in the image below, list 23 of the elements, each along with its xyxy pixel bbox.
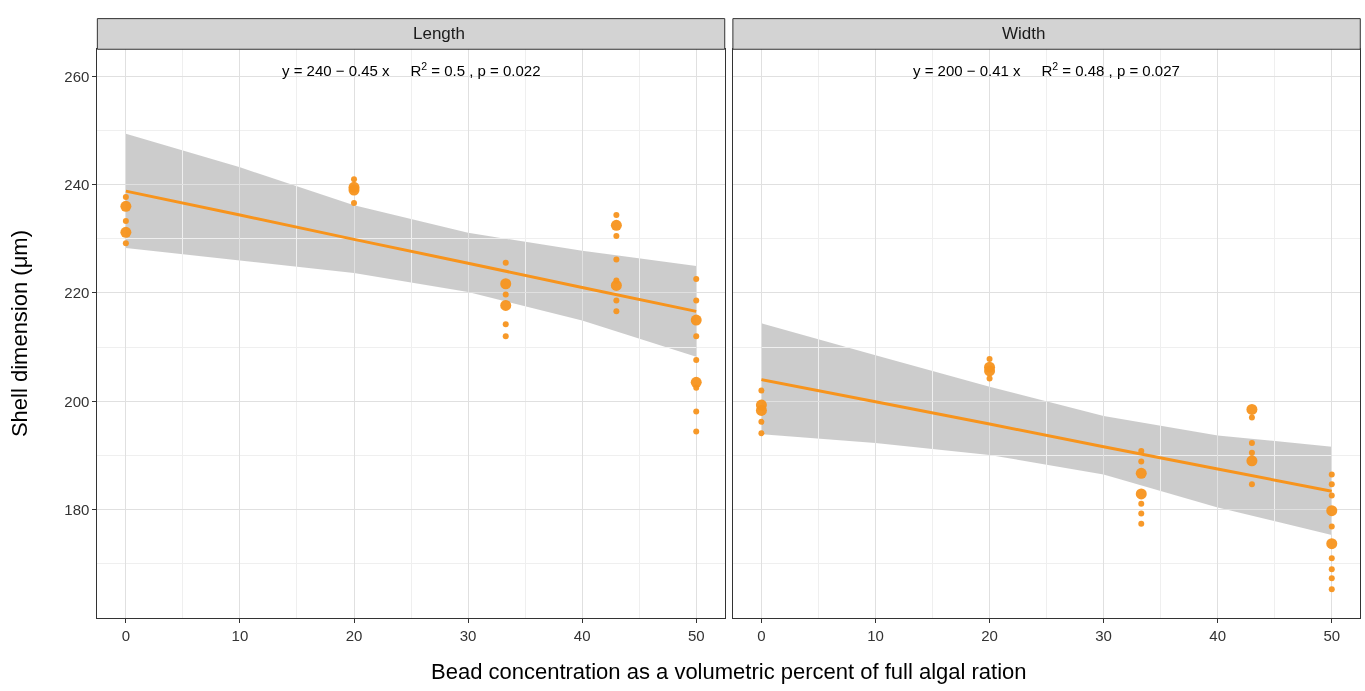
chart-title: Length: [413, 24, 465, 43]
y-tick-label: 240: [64, 175, 90, 193]
x-tick-label: 30: [459, 626, 477, 644]
x-tick-label: 50: [1323, 626, 1341, 644]
chart-title: Width: [1002, 24, 1046, 43]
x-axis-title: Bead concentration as a volumetric percent of full algal ration: [431, 659, 1027, 684]
x-tick-label: 10: [867, 626, 884, 644]
x-tick-label: 20: [981, 626, 998, 644]
x-tick-label: 30: [1095, 626, 1112, 644]
x-tick-label: 0: [121, 626, 131, 644]
x-tick-label: 20: [345, 626, 363, 644]
x-tick-label: 40: [1209, 626, 1227, 644]
x-tick-label: 50: [687, 626, 705, 644]
x-tick-label: 10: [231, 626, 249, 644]
y-tick-label: 180: [64, 500, 90, 518]
x-tick-label: 0: [757, 626, 766, 644]
y-tick-label: 220: [64, 284, 90, 302]
y-tick-label: 200: [64, 392, 90, 410]
annotation: y = 240 − 0.45 x R$^{2}$ = 0.5 , p = 0.022: [282, 60, 541, 80]
y-tick-label: 260: [64, 67, 90, 85]
x-tick-label: 40: [573, 626, 591, 644]
y-axis-title: Shell dimension (μm): [6, 230, 32, 438]
annotation: y = 200 − 0.41 x R$^{2}$ = 0.48 , p = 0.027: [913, 60, 1180, 80]
